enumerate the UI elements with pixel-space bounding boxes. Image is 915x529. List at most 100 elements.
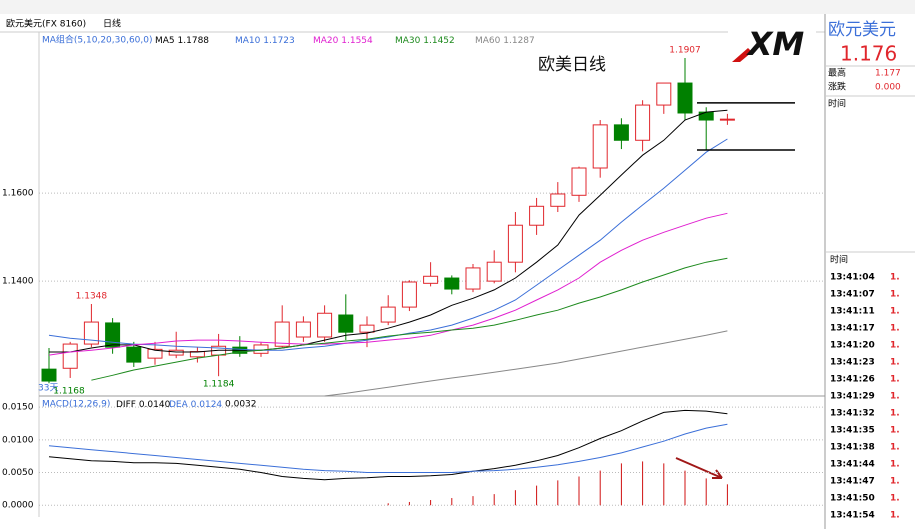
price-annotation: 1.1348: [76, 292, 108, 302]
legend-value: 0.0032: [225, 400, 257, 410]
tick-time: 13:41:50: [830, 494, 875, 504]
tick-price: 1.: [890, 392, 900, 402]
y-tick-label: 0.0000: [2, 501, 34, 511]
ma-line: [48, 212, 728, 356]
candle-body: [698, 111, 714, 121]
side-name: 欧元美元: [828, 20, 896, 40]
y-tick-label: 1.1400: [2, 277, 34, 287]
ma-line: [91, 257, 728, 381]
tick-time: 13:41:26: [830, 375, 875, 385]
legend-value: 0.0124: [191, 400, 223, 410]
candle-body: [295, 321, 311, 338]
candle-body: [317, 312, 333, 338]
legend-name: MA20: [313, 36, 339, 46]
tick-price: 1.: [890, 409, 900, 419]
legend-name: MA60: [475, 36, 501, 46]
legend-name: DIFF: [116, 400, 136, 410]
y-tick-label: 0.0150: [2, 403, 34, 413]
tick-time: 13:41:54: [830, 511, 875, 521]
macd-title: MACD(12,26,9): [42, 400, 110, 410]
price-annotation: 1.1907: [669, 45, 701, 55]
legend-name: MA10: [235, 36, 261, 46]
candle-body: [529, 205, 545, 226]
candle-body: [338, 314, 354, 333]
legend-entry: DIFF 0.0140: [116, 400, 171, 410]
ma-line: [324, 330, 728, 397]
tick-time: 13:41:11: [830, 307, 875, 317]
legend-name: DEA: [169, 400, 189, 410]
logo-text: XM: [746, 25, 805, 63]
legend-entry: MA30 1.1452: [395, 36, 455, 46]
tick-time: 13:41:47: [830, 477, 875, 487]
candle-body: [571, 167, 587, 196]
period-label: 33天: [38, 384, 58, 394]
tick-price: 1.: [890, 460, 900, 470]
toolbar-symbol[interactable]: 欧元美元(FX 8160): [6, 18, 86, 30]
candle-body: [677, 82, 693, 114]
tick-price: 1.: [890, 307, 900, 317]
legend-title: MA组合(5,10,20,30,60,0): [42, 34, 153, 46]
candle-body: [83, 321, 99, 345]
tick-time: 13:41:38: [830, 443, 875, 453]
tick-time: 13:41:17: [830, 324, 875, 334]
macd-line: [48, 423, 728, 473]
candle-body: [105, 322, 121, 348]
legend-value: 1.1554: [341, 36, 373, 46]
ticks-header: 时间: [830, 254, 848, 266]
legend-entry: MA5 1.1788: [155, 36, 209, 46]
candle-body: [719, 118, 735, 121]
ma-line: [49, 109, 728, 353]
candle-body: [613, 124, 629, 141]
tick-price: 1.: [890, 375, 900, 385]
legend-name: MA5: [155, 36, 175, 46]
logo: XM: [728, 25, 816, 65]
candle-body: [147, 348, 163, 359]
candle-body: [168, 349, 184, 356]
candle-body: [423, 275, 439, 284]
tick-time: 13:41:04: [830, 273, 875, 283]
tick-time: 13:41:20: [830, 341, 875, 351]
tick-price: 1.: [890, 477, 900, 487]
macd-line: [48, 409, 728, 481]
candle-body: [635, 104, 651, 141]
candle-body: [550, 193, 566, 207]
tick-price: 1.: [890, 443, 900, 453]
side-change: 0.000: [875, 83, 901, 93]
side-high-label: 最高: [828, 67, 846, 79]
candle-body: [126, 346, 142, 363]
candle-body: [507, 224, 523, 263]
tick-time: 13:41:32: [830, 409, 875, 419]
toolbar-period[interactable]: 日线: [103, 18, 121, 30]
candle-body: [41, 368, 57, 382]
tick-price: 1.: [890, 494, 900, 504]
y-tick-label: 0.0050: [2, 468, 34, 478]
legend-value: 1.1723: [263, 36, 295, 46]
tick-time: 13:41:44: [830, 460, 875, 470]
tick-price: 1.: [890, 426, 900, 436]
candle-body: [253, 344, 269, 354]
logo-mark: [732, 32, 752, 62]
top-strip: [0, 0, 915, 14]
ma-line: [48, 138, 728, 351]
tick-price: 1.: [890, 273, 900, 283]
tick-price: 1.: [890, 511, 900, 521]
candle-body: [486, 261, 502, 282]
tick-time: 13:41:29: [830, 392, 875, 402]
candle-body: [592, 124, 608, 169]
legend-entry: MA60 1.1287: [475, 36, 535, 46]
legend-value: 1.1452: [423, 36, 455, 46]
arrow: [675, 457, 723, 479]
candle-body: [444, 277, 460, 290]
y-tick-label: 0.0100: [2, 435, 34, 445]
tick-price: 1.: [890, 324, 900, 334]
price-annotation: 1.1184: [203, 380, 235, 390]
chart-title: 欧美日线: [538, 55, 606, 75]
side-high: 1.177: [875, 69, 901, 79]
candle-body: [401, 281, 417, 308]
candle-body: [274, 321, 290, 347]
tick-time: 13:41:23: [830, 358, 875, 368]
side-panel: 欧元美元 1.176 最高 1.177 涨跌 0.000 时间 时间: [825, 20, 915, 266]
legend-entry: MA10 1.1723: [235, 36, 295, 46]
legend-entry: MA20 1.1554: [313, 36, 373, 46]
